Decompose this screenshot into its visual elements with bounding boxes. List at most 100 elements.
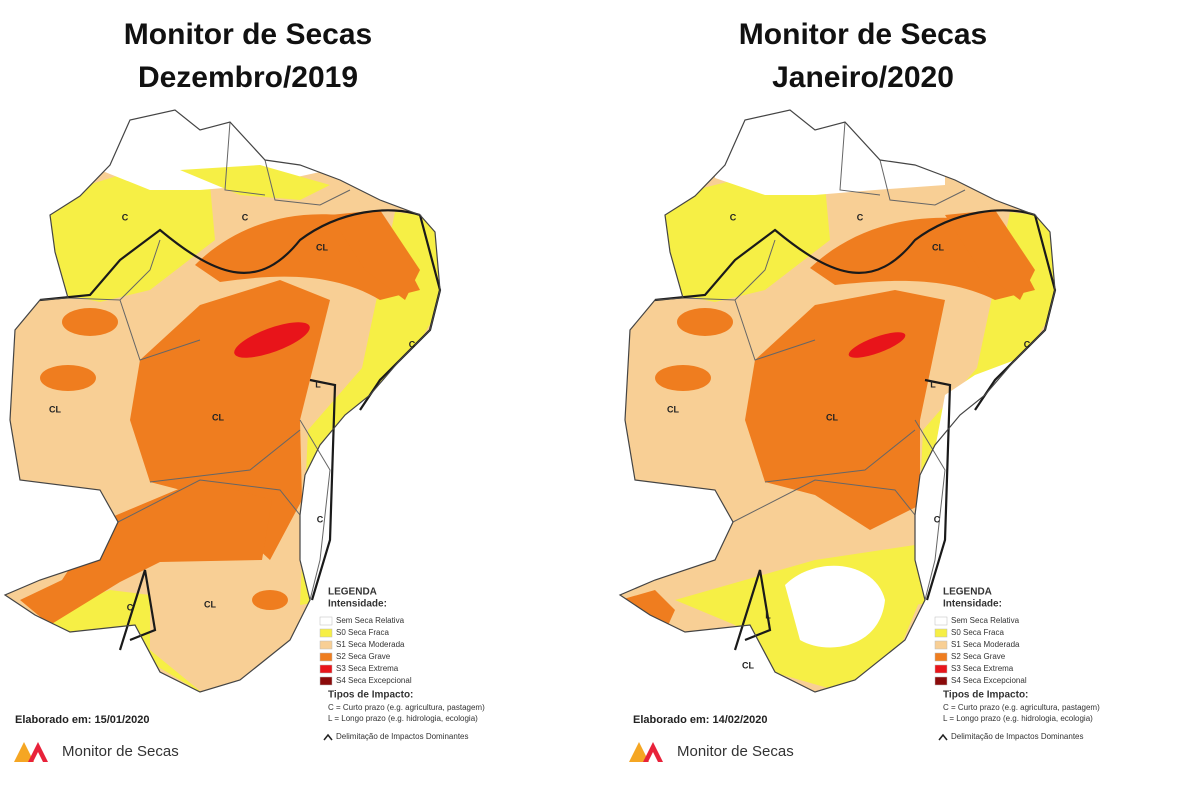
logo-icon (28, 742, 48, 762)
drought-area (945, 210, 1035, 300)
region-label: C (730, 212, 737, 222)
region-label: C (122, 212, 129, 222)
drought-area (20, 480, 272, 625)
region-label: CL (932, 242, 944, 252)
legend-item: Delimitação de Impactos Dominantes (336, 732, 469, 741)
state-border (734, 299, 816, 361)
legend-swatch (319, 664, 333, 674)
state-border (119, 299, 201, 361)
map-title: Monitor de Secas (739, 18, 987, 51)
drought-area (234, 322, 310, 358)
legend-swatch (934, 640, 948, 650)
impact-boundary (309, 378, 337, 601)
legend-swatch (934, 652, 948, 662)
region-label: L (315, 379, 321, 389)
state-border (682, 239, 776, 301)
drought-area (655, 180, 830, 302)
drought-area (62, 308, 118, 336)
legend-swatch (934, 616, 948, 626)
legend-item: S0 Seca Fraca (336, 628, 389, 637)
impact-boundary (924, 378, 952, 601)
legend-swatch (319, 640, 333, 650)
map-outline (618, 109, 1056, 693)
region-label: C (1024, 339, 1031, 349)
map-title: Monitor de Secas (124, 18, 372, 51)
legend-subheading: Tipos de Impacto: (943, 690, 1028, 701)
legend-subheading: Tipos de Impacto: (328, 690, 413, 701)
region-label: C (934, 514, 941, 524)
legend-item: L = Longo prazo (e.g. hidrologia, ecolog… (943, 714, 1093, 723)
logo-icon (643, 742, 663, 762)
legend-swatch (934, 676, 948, 686)
drought-area (180, 165, 330, 200)
legend-item: C = Curto prazo (e.g. agricultura, pasta… (943, 703, 1100, 712)
drought-area (848, 332, 906, 358)
drought-area (40, 175, 215, 302)
region-label: C (409, 339, 416, 349)
legend-item: S4 Seca Excepcional (951, 676, 1027, 685)
drought-area (677, 308, 733, 336)
state-border (117, 479, 301, 523)
logo-icon (14, 742, 34, 762)
legend-item: Delimitação de Impactos Dominantes (951, 732, 1084, 741)
legend-item: Sem Seca Relativa (336, 616, 405, 625)
drought-area (655, 365, 711, 391)
state-border (264, 159, 351, 206)
state-border (879, 159, 966, 206)
region-label: L (930, 379, 936, 389)
state-border (224, 121, 266, 196)
legend-swatch (319, 616, 333, 626)
legend-line-icon (938, 733, 948, 741)
region-label: C (242, 212, 249, 222)
legend-item: C = Curto prazo (e.g. agricultura, pasta… (328, 703, 485, 712)
state-border (764, 429, 916, 483)
state-border (299, 419, 331, 601)
legend-line-icon (323, 733, 333, 741)
drought-area (715, 110, 945, 195)
drought-area (330, 210, 420, 300)
legend-swatch (934, 664, 948, 674)
state-border (839, 121, 881, 196)
legend-swatch (934, 628, 948, 638)
map-subtitle: Janeiro/2020 (772, 61, 954, 94)
issue-date: Elaborado em: 15/01/2020 (15, 714, 150, 726)
legend-subheading: Intensidade: (328, 599, 387, 610)
logo-icon (629, 742, 649, 762)
state-border (914, 419, 946, 601)
impact-boundary (39, 209, 421, 302)
logo-text: Monitor de Secas (677, 743, 794, 760)
region-label: CL (826, 412, 838, 422)
legend-item: Sem Seca Relativa (951, 616, 1020, 625)
region-label: CL (204, 599, 216, 609)
logo-text: Monitor de Secas (62, 743, 179, 760)
legend-heading: LEGENDA (943, 587, 992, 598)
region-label: C (857, 212, 864, 222)
region-label: C (317, 514, 324, 524)
region-label: CL (316, 242, 328, 252)
impact-boundary (118, 569, 157, 651)
legend-swatch (319, 676, 333, 686)
state-border (67, 239, 161, 301)
region-label: CL (49, 404, 61, 414)
legend-item: S4 Seca Excepcional (336, 676, 412, 685)
drought-area (252, 590, 288, 610)
map-subtitle: Dezembro/2019 (138, 61, 358, 94)
legend-item: L = Longo prazo (e.g. hidrologia, ecolog… (328, 714, 478, 723)
legend-item: S2 Seca Grave (336, 652, 391, 661)
legend-swatch (319, 628, 333, 638)
drought-area (745, 290, 945, 530)
legend-item: S3 Seca Extrema (951, 664, 1014, 673)
state-border (732, 479, 916, 523)
legend-item: S1 Seca Moderada (336, 640, 405, 649)
legend-item: S0 Seca Fraca (951, 628, 1004, 637)
drought-area (785, 565, 885, 648)
region-label: L (765, 610, 771, 620)
legend-item: S3 Seca Extrema (336, 664, 399, 673)
region-label: CL (212, 412, 224, 422)
legend-item: S2 Seca Grave (951, 652, 1006, 661)
region-label: CL (742, 660, 754, 670)
state-border (149, 429, 301, 483)
